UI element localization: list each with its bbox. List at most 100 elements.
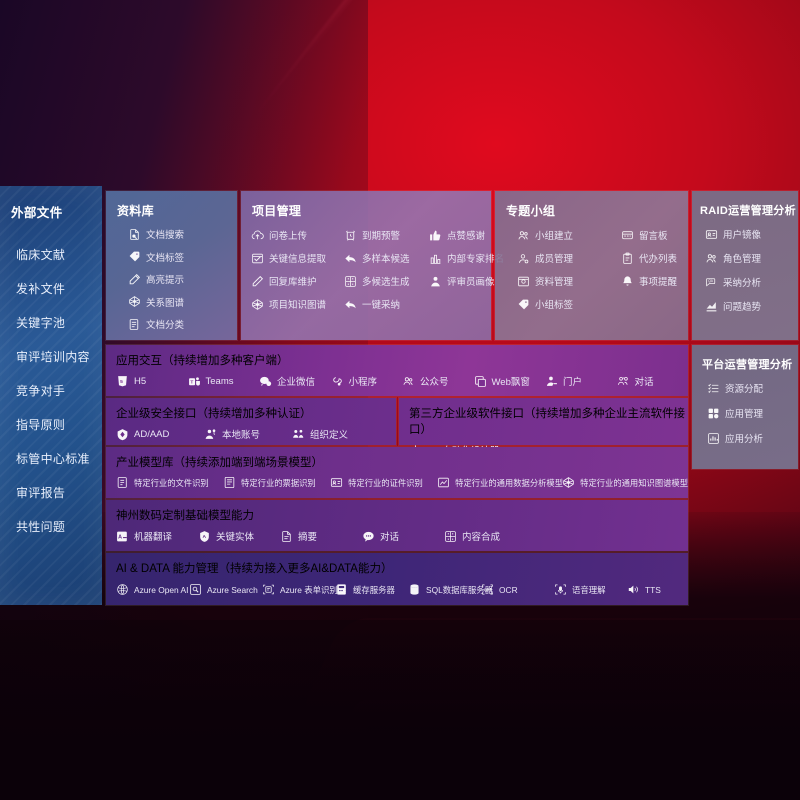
sidebar-item-review-report[interactable]: 审评报告 xyxy=(16,485,66,500)
industry-item-id-recognition[interactable]: 特定行业的证件识别 xyxy=(330,476,437,489)
project-item-questionnaire-upload[interactable]: 问卷上传 xyxy=(251,228,344,242)
dcits-item-summary[interactable]: 摘要 xyxy=(280,529,362,543)
group-item-material-management[interactable]: 资料管理 xyxy=(517,274,621,288)
group-item-todo-list[interactable]: 代办列表 xyxy=(621,251,688,265)
raid-item-adoption-analysis[interactable]: QA 采纳分析 xyxy=(705,275,798,289)
raid-item-label: 角色管理 xyxy=(723,254,762,265)
industry-band-title: 产业模型库（持续添加端到端场景模型） xyxy=(116,457,323,469)
dcits-item-key-entity[interactable]: A 关键实体 xyxy=(198,529,280,543)
sidebar-item-keyword-pool[interactable]: 关键字池 xyxy=(16,315,66,330)
platform-item-resource-allocation[interactable]: 资源分配 xyxy=(707,381,798,395)
library-item-document-search[interactable]: 文档搜索 xyxy=(128,227,237,241)
group-item-member-management[interactable]: 成员管理 xyxy=(517,251,621,265)
person-settings-icon xyxy=(517,252,530,265)
portal-icon xyxy=(545,375,558,388)
project-item-reviewer-portrait[interactable]: 评审员画像 xyxy=(429,274,504,288)
library-item-relation-graph[interactable]: 关系图谱 xyxy=(128,295,237,309)
group-item-message-board[interactable]: 留言板 xyxy=(621,228,688,242)
aidata-item-tts[interactable]: TTS xyxy=(627,583,661,596)
aidata-item-ocr[interactable]: OCR OCR xyxy=(481,583,554,596)
security-item-label: AD/AAD xyxy=(134,428,170,440)
industry-item-receipt-recognition[interactable]: 特定行业的票据识别 xyxy=(223,476,330,489)
sidebar-item-review-training[interactable]: 审评培训内容 xyxy=(16,349,90,364)
project-item-knowledge-graph[interactable]: 项目知识图谱 xyxy=(251,297,344,311)
aidata-item-form-recognizer[interactable]: Azure 表单识别器 xyxy=(262,583,346,596)
dcits-item-dialog[interactable]: 对话 xyxy=(362,529,444,543)
cloud-upload-icon xyxy=(251,229,264,242)
industry-band: 产业模型库（持续添加端到端场景模型） 特定行业的文件识别 特定行业的票据识别 特… xyxy=(106,447,688,498)
raid-item-role-management[interactable]: 角色管理 xyxy=(705,251,798,265)
project-item-label: 关键信息提取 xyxy=(269,254,327,265)
aidata-item-list: Azure Open AI Azure Search Azure 表单识别器 缓… xyxy=(106,576,688,596)
project-item-one-click-adopt[interactable]: 一键采纳 xyxy=(344,297,429,311)
dcits-item-machine-translation[interactable]: A 机器翻译 xyxy=(116,529,198,543)
security-item-ad-aad[interactable]: AD/AAD xyxy=(116,428,204,441)
library-item-label: 高亮提示 xyxy=(146,275,185,286)
industry-item-file-recognition[interactable]: 特定行业的文件识别 xyxy=(116,476,223,489)
library-item-document-category[interactable]: 文档分类 xyxy=(128,317,237,331)
person-portrait-icon xyxy=(429,275,442,288)
project-item-multi-sample-candidate[interactable]: 多样本候选 xyxy=(344,251,429,265)
sidebar-item-clinical-literature[interactable]: 临床文献 xyxy=(16,247,66,262)
aidata-item-label: Azure 表单识别器 xyxy=(280,584,347,595)
group-item-item-reminder[interactable]: 事项提醒 xyxy=(621,274,688,288)
library-item-highlight-hint[interactable]: 高亮提示 xyxy=(128,272,237,286)
aidata-item-voice-understanding[interactable]: 语音理解 xyxy=(554,583,627,596)
project-item-label: 多候选生成 xyxy=(362,277,410,288)
interaction-item-dialog[interactable]: 对话 xyxy=(617,374,689,388)
arrow-back-icon xyxy=(344,298,357,311)
sidebar-title: 外部文件 xyxy=(11,206,63,220)
cache-server-icon xyxy=(335,583,348,596)
interaction-item-web-popup[interactable]: Web飘窗 xyxy=(474,374,546,388)
industry-item-data-analysis-model[interactable]: 特定行业的通用数据分析模型 xyxy=(437,476,563,489)
sidebar-item-common-issues[interactable]: 共性问题 xyxy=(16,519,66,534)
dcits-item-content-synthesis[interactable]: 内容合成 xyxy=(444,529,526,543)
extract-window-icon xyxy=(251,252,264,265)
project-item-internal-expert-ranking[interactable]: 内部专家排名 xyxy=(429,251,504,265)
library-item-label: 文档搜索 xyxy=(146,230,185,241)
project-item-key-info-extract[interactable]: 关键信息提取 xyxy=(251,251,344,265)
project-item-label: 多样本候选 xyxy=(362,254,410,265)
project-item-multi-candidate-generate[interactable]: 多候选生成 xyxy=(344,274,429,288)
aidata-item-label: TTS xyxy=(645,584,661,595)
project-item-reply-library[interactable]: 回复库维护 xyxy=(251,274,344,288)
project-item-grid: 问卷上传 到期预警 点赞感谢 关键信息提取 多样本候选 内部专家排名 xyxy=(241,219,504,311)
sidebar-item-standards-center[interactable]: 标管中心标准 xyxy=(16,451,90,466)
group-item-create-group[interactable]: 小组建立 xyxy=(517,228,621,242)
aidata-item-sql-server[interactable]: SQL数据库服务器 xyxy=(408,583,493,596)
interaction-item-mini-program[interactable]: 小程序 xyxy=(331,374,403,388)
platform-item-app-management[interactable]: 应用管理 xyxy=(707,406,798,420)
group-item-label: 小组标签 xyxy=(535,300,574,311)
voice-understanding-icon xyxy=(554,583,567,596)
id-badge-icon xyxy=(330,476,343,489)
interaction-item-wechat-work[interactable]: 企业微信 xyxy=(259,374,331,388)
raid-item-label: 用户镜像 xyxy=(723,230,762,241)
aidata-item-azure-openai[interactable]: Azure Open AI xyxy=(116,583,189,596)
industry-item-knowledge-graph-model[interactable]: 特定行业的通用知识图谱模型 xyxy=(562,476,688,489)
interaction-item-official-account[interactable]: 公众号 xyxy=(402,374,474,388)
org-people-icon xyxy=(292,428,305,441)
group-item-group-tag[interactable]: 小组标签 xyxy=(517,297,621,311)
aidata-item-cache-server[interactable]: 缓存服务器 xyxy=(335,583,408,596)
interaction-item-portal[interactable]: 门户 xyxy=(545,374,617,388)
security-item-org-definition[interactable]: 组织定义 xyxy=(292,427,380,441)
sidebar-item-competitors[interactable]: 竞争对手 xyxy=(16,383,66,398)
apps-settings-icon xyxy=(707,407,720,420)
raid-item-user-portrait[interactable]: 用户镜像 xyxy=(705,227,798,241)
aidata-item-azure-search[interactable]: Azure Search xyxy=(189,583,262,596)
document-search-icon xyxy=(128,228,141,241)
security-item-local-account[interactable]: 本地账号 xyxy=(204,427,292,441)
sidebar-item-guidelines[interactable]: 指导原则 xyxy=(16,417,66,432)
group-panel: 专题小组 小组建立 留言板 成员管理 代办列表 资料管理 xyxy=(495,191,688,340)
sidebar-item-supplementary-docs[interactable]: 发补文件 xyxy=(16,281,66,296)
pen-icon xyxy=(251,275,264,288)
library-item-document-tag[interactable]: 文档标签 xyxy=(128,250,237,264)
interaction-item-h5[interactable]: 5 H5 xyxy=(116,375,188,388)
project-item-expiry-alert[interactable]: 到期预警 xyxy=(344,228,429,242)
graph-network-icon xyxy=(128,295,141,308)
library-panel-title: 资料库 xyxy=(117,204,154,218)
platform-item-app-analytics[interactable]: 应用分析 xyxy=(707,431,798,445)
interaction-item-teams[interactable]: T Teams xyxy=(188,375,260,388)
project-item-like-thanks[interactable]: 点赞感谢 xyxy=(429,228,504,242)
raid-item-issue-trend[interactable]: 问题趋势 xyxy=(705,299,798,313)
